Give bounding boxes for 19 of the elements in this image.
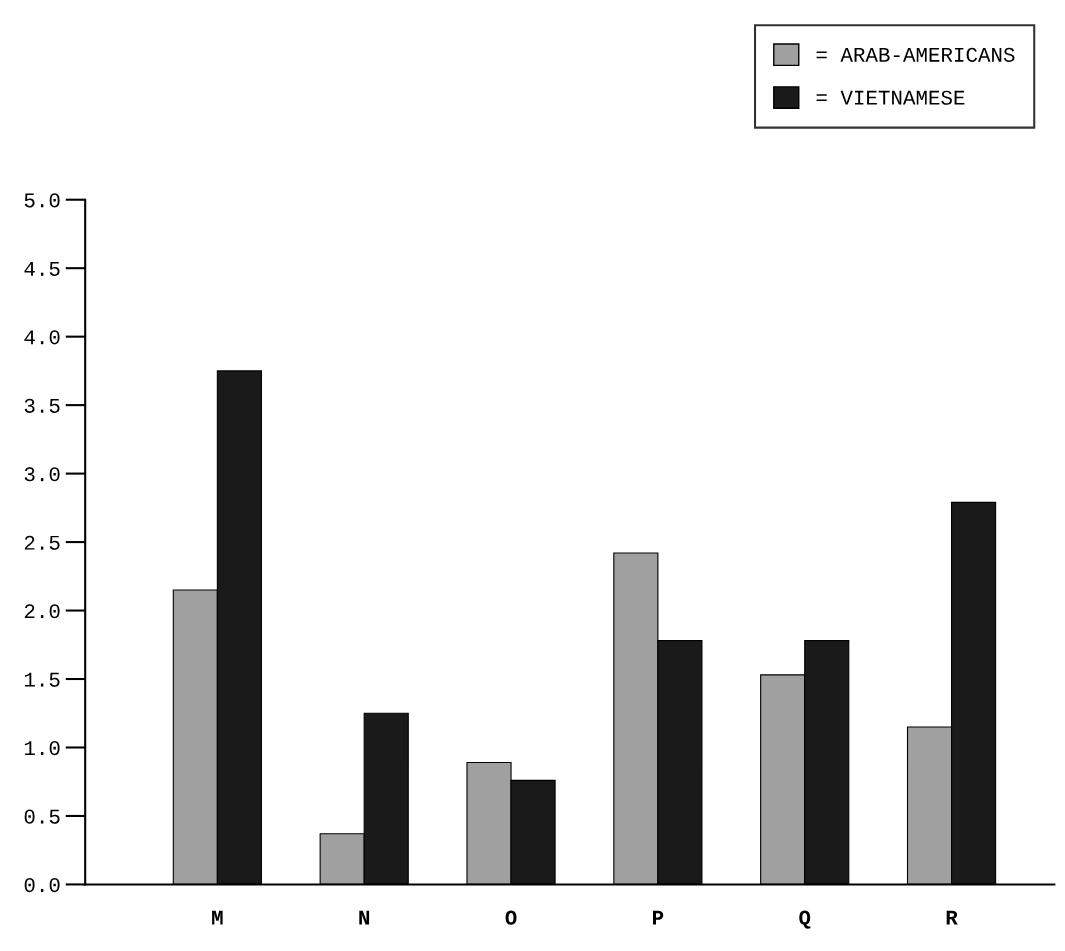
y-tick-label: 4.0 (24, 330, 60, 345)
x-tick-label: R (946, 910, 958, 925)
x-tick-label: Q (799, 910, 811, 929)
y-tick-label: 0.0 (24, 878, 60, 893)
x-tick-label: P (653, 910, 664, 925)
y-tick-label: 4.5 (24, 262, 60, 276)
y-tick-label: 3.0 (24, 467, 60, 482)
y-tick-label: 2.0 (24, 604, 60, 619)
y-tick-label: 3.5 (24, 398, 60, 413)
y-tick-label: 1.5 (24, 672, 60, 687)
y-tick-label: 1.0 (24, 741, 60, 756)
x-tick-label: M (212, 910, 223, 925)
x-tick-label: O (505, 910, 517, 925)
y-tick-label: 5.0 (24, 193, 60, 208)
legend-label: = VIETNAMESE (816, 90, 965, 105)
y-tick-label: 0.5 (24, 809, 60, 824)
x-tick-label: N (359, 910, 370, 925)
y-tick-label: 2.5 (24, 535, 60, 550)
legend-label: = ARAB-AMERICANS (816, 47, 1015, 62)
